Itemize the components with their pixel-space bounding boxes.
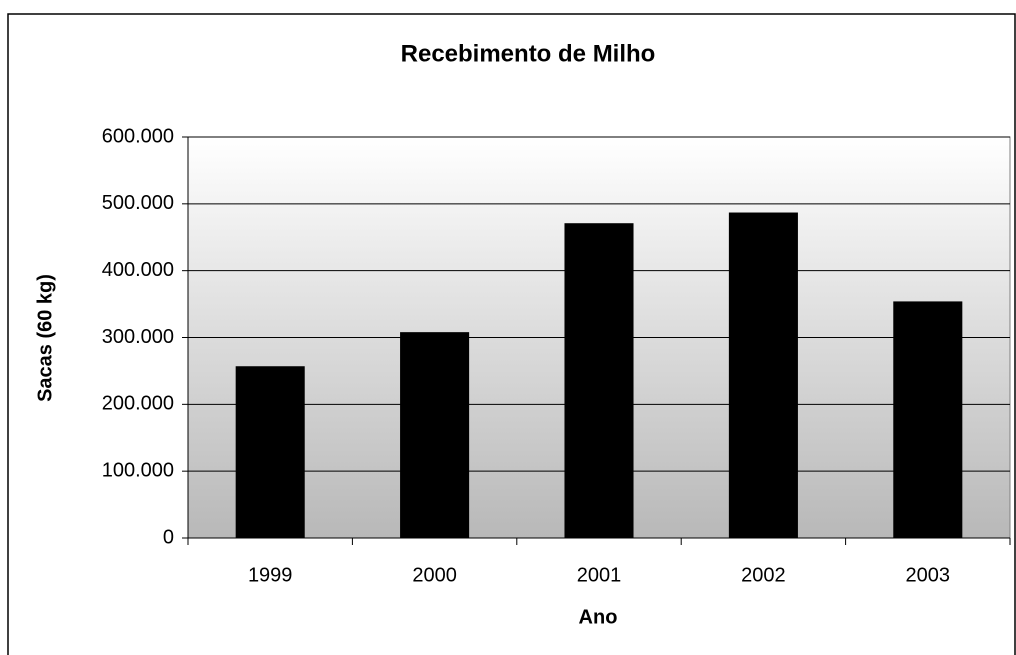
y-tick-label: 200.000 <box>102 393 174 415</box>
bar <box>235 366 305 538</box>
x-tick-label: 2002 <box>741 564 786 586</box>
x-axis-label: Ano <box>579 606 618 628</box>
x-tick-label: 2001 <box>577 564 622 586</box>
bar <box>728 212 798 538</box>
y-tick-label: 500.000 <box>102 192 174 214</box>
x-tick-label: 1999 <box>248 564 293 586</box>
x-tick-label: 2003 <box>906 564 951 586</box>
y-tick-label: 600.000 <box>102 125 174 147</box>
chart-title: Recebimento de Milho <box>401 40 656 67</box>
bar <box>400 332 470 538</box>
bar <box>564 223 634 538</box>
y-tick-label: 300.000 <box>102 326 174 348</box>
y-tick-label: 400.000 <box>102 259 174 281</box>
y-axis-label: Sacas (60 kg) <box>34 274 56 402</box>
bar <box>893 301 963 538</box>
y-tick-label: 0 <box>163 526 174 548</box>
x-tick-label: 2000 <box>412 564 457 586</box>
y-tick-label: 100.000 <box>102 459 174 481</box>
